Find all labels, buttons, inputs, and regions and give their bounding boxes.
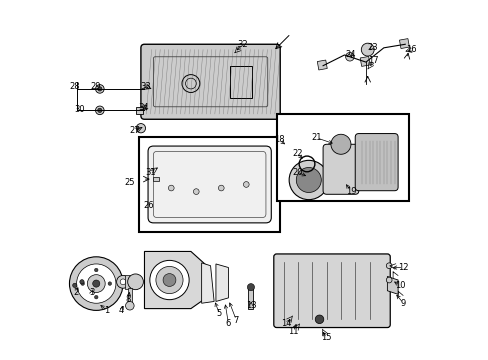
Text: 28: 28 [69, 82, 80, 91]
Circle shape [95, 85, 104, 93]
Bar [247, 287, 253, 309]
Circle shape [296, 167, 321, 193]
Circle shape [315, 315, 323, 324]
Circle shape [125, 301, 134, 310]
Circle shape [243, 181, 248, 187]
Text: 11: 11 [287, 327, 298, 336]
FancyBboxPatch shape [141, 44, 280, 119]
Bar [135, 108, 143, 114]
Text: 2: 2 [73, 288, 79, 297]
Text: 29: 29 [90, 82, 100, 91]
Circle shape [149, 260, 189, 300]
FancyBboxPatch shape [148, 146, 271, 223]
Circle shape [77, 264, 116, 303]
Bar [153, 177, 159, 181]
Text: 23: 23 [366, 42, 377, 51]
Text: 31: 31 [145, 168, 156, 177]
Text: 6: 6 [225, 319, 231, 328]
Text: 14: 14 [281, 319, 291, 328]
Circle shape [98, 108, 102, 112]
Bar [276, 114, 408, 202]
FancyBboxPatch shape [273, 254, 389, 328]
Polygon shape [216, 264, 228, 301]
Circle shape [95, 106, 104, 114]
Circle shape [386, 263, 391, 269]
Text: 15: 15 [321, 333, 331, 342]
Circle shape [69, 257, 123, 310]
Text: 18: 18 [274, 135, 284, 144]
Circle shape [345, 53, 353, 61]
Circle shape [98, 87, 102, 91]
Circle shape [386, 277, 391, 283]
Circle shape [94, 296, 98, 299]
Text: 22: 22 [291, 149, 302, 158]
Text: 12: 12 [397, 263, 408, 272]
Circle shape [136, 123, 145, 133]
Text: 25: 25 [124, 178, 135, 187]
Circle shape [156, 266, 183, 294]
FancyBboxPatch shape [323, 144, 358, 194]
Polygon shape [144, 251, 208, 309]
Circle shape [93, 280, 100, 287]
Text: 17: 17 [368, 56, 378, 65]
Polygon shape [201, 263, 214, 303]
Polygon shape [386, 276, 397, 294]
Text: 3: 3 [89, 288, 94, 297]
Text: 8: 8 [125, 295, 131, 304]
Circle shape [330, 134, 350, 154]
Text: 19: 19 [345, 187, 355, 196]
Text: 5: 5 [216, 310, 222, 319]
Circle shape [94, 268, 98, 272]
Circle shape [168, 185, 174, 191]
Text: 9: 9 [400, 299, 405, 308]
Bar [230, 66, 251, 98]
Text: 26: 26 [143, 201, 154, 210]
Bar [139, 137, 280, 232]
Text: 33: 33 [140, 82, 150, 91]
Text: 4: 4 [119, 306, 123, 315]
Bar [317, 60, 326, 70]
Text: 27: 27 [129, 126, 140, 135]
Bar [360, 57, 369, 66]
Text: 30: 30 [74, 105, 84, 114]
Text: 24: 24 [345, 50, 355, 59]
Circle shape [218, 185, 224, 191]
Text: 16: 16 [406, 45, 416, 54]
Text: 10: 10 [394, 281, 405, 290]
Circle shape [81, 282, 84, 285]
Text: 1: 1 [104, 306, 109, 315]
Bar [127, 288, 132, 304]
Text: 13: 13 [245, 301, 256, 310]
Bar [399, 39, 408, 49]
Circle shape [108, 282, 111, 285]
Bar [124, 275, 130, 289]
Circle shape [288, 160, 328, 200]
Circle shape [185, 78, 196, 89]
Circle shape [116, 275, 129, 288]
Circle shape [80, 280, 84, 284]
Circle shape [163, 274, 176, 287]
Circle shape [247, 284, 254, 291]
Circle shape [73, 283, 77, 288]
Text: 7: 7 [233, 315, 239, 324]
Text: 20: 20 [291, 168, 302, 177]
Circle shape [120, 279, 125, 285]
Circle shape [193, 189, 199, 194]
Circle shape [361, 43, 373, 56]
Text: 34: 34 [138, 103, 149, 112]
FancyBboxPatch shape [354, 134, 397, 191]
Text: 32: 32 [237, 40, 247, 49]
Circle shape [127, 274, 143, 290]
Text: 21: 21 [311, 133, 321, 142]
Circle shape [87, 275, 105, 293]
